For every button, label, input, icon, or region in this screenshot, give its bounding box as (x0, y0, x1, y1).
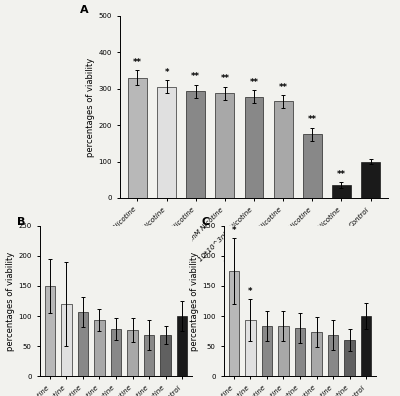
Text: B: B (17, 217, 26, 227)
Bar (245, 320, 256, 376)
Bar (278, 326, 289, 376)
Bar (144, 335, 154, 376)
Bar (244, 97, 264, 198)
Text: A: A (80, 5, 88, 15)
Bar (61, 304, 72, 376)
Bar (160, 335, 171, 376)
Text: **: ** (250, 78, 258, 87)
Text: C: C (201, 217, 209, 227)
Bar (262, 326, 272, 376)
Text: *: * (232, 226, 236, 235)
Text: **: ** (308, 115, 317, 124)
Text: *: * (164, 68, 169, 77)
Bar (186, 91, 205, 198)
Bar (127, 330, 138, 376)
Bar (157, 87, 176, 198)
Bar (303, 134, 322, 198)
Text: **: ** (191, 72, 200, 82)
Bar (311, 332, 322, 376)
Text: **: ** (337, 170, 346, 179)
Bar (361, 162, 380, 198)
Bar (274, 101, 292, 198)
Y-axis label: percentages of viability: percentages of viability (86, 57, 95, 156)
Bar (78, 312, 88, 376)
Y-axis label: percentages of viability: percentages of viability (190, 251, 199, 350)
Bar (328, 335, 338, 376)
Bar (361, 316, 372, 376)
Bar (216, 93, 234, 198)
Bar (94, 320, 105, 376)
Bar (44, 286, 55, 376)
Text: **: ** (220, 74, 229, 83)
Bar (228, 271, 239, 376)
Y-axis label: percentages of viability: percentages of viability (6, 251, 15, 350)
Text: *: * (248, 287, 253, 297)
Bar (111, 329, 121, 376)
Text: **: ** (133, 58, 142, 67)
Bar (128, 78, 147, 198)
Bar (332, 185, 351, 198)
Text: **: ** (279, 83, 288, 91)
Bar (344, 340, 355, 376)
Bar (295, 328, 305, 376)
Bar (177, 316, 188, 376)
